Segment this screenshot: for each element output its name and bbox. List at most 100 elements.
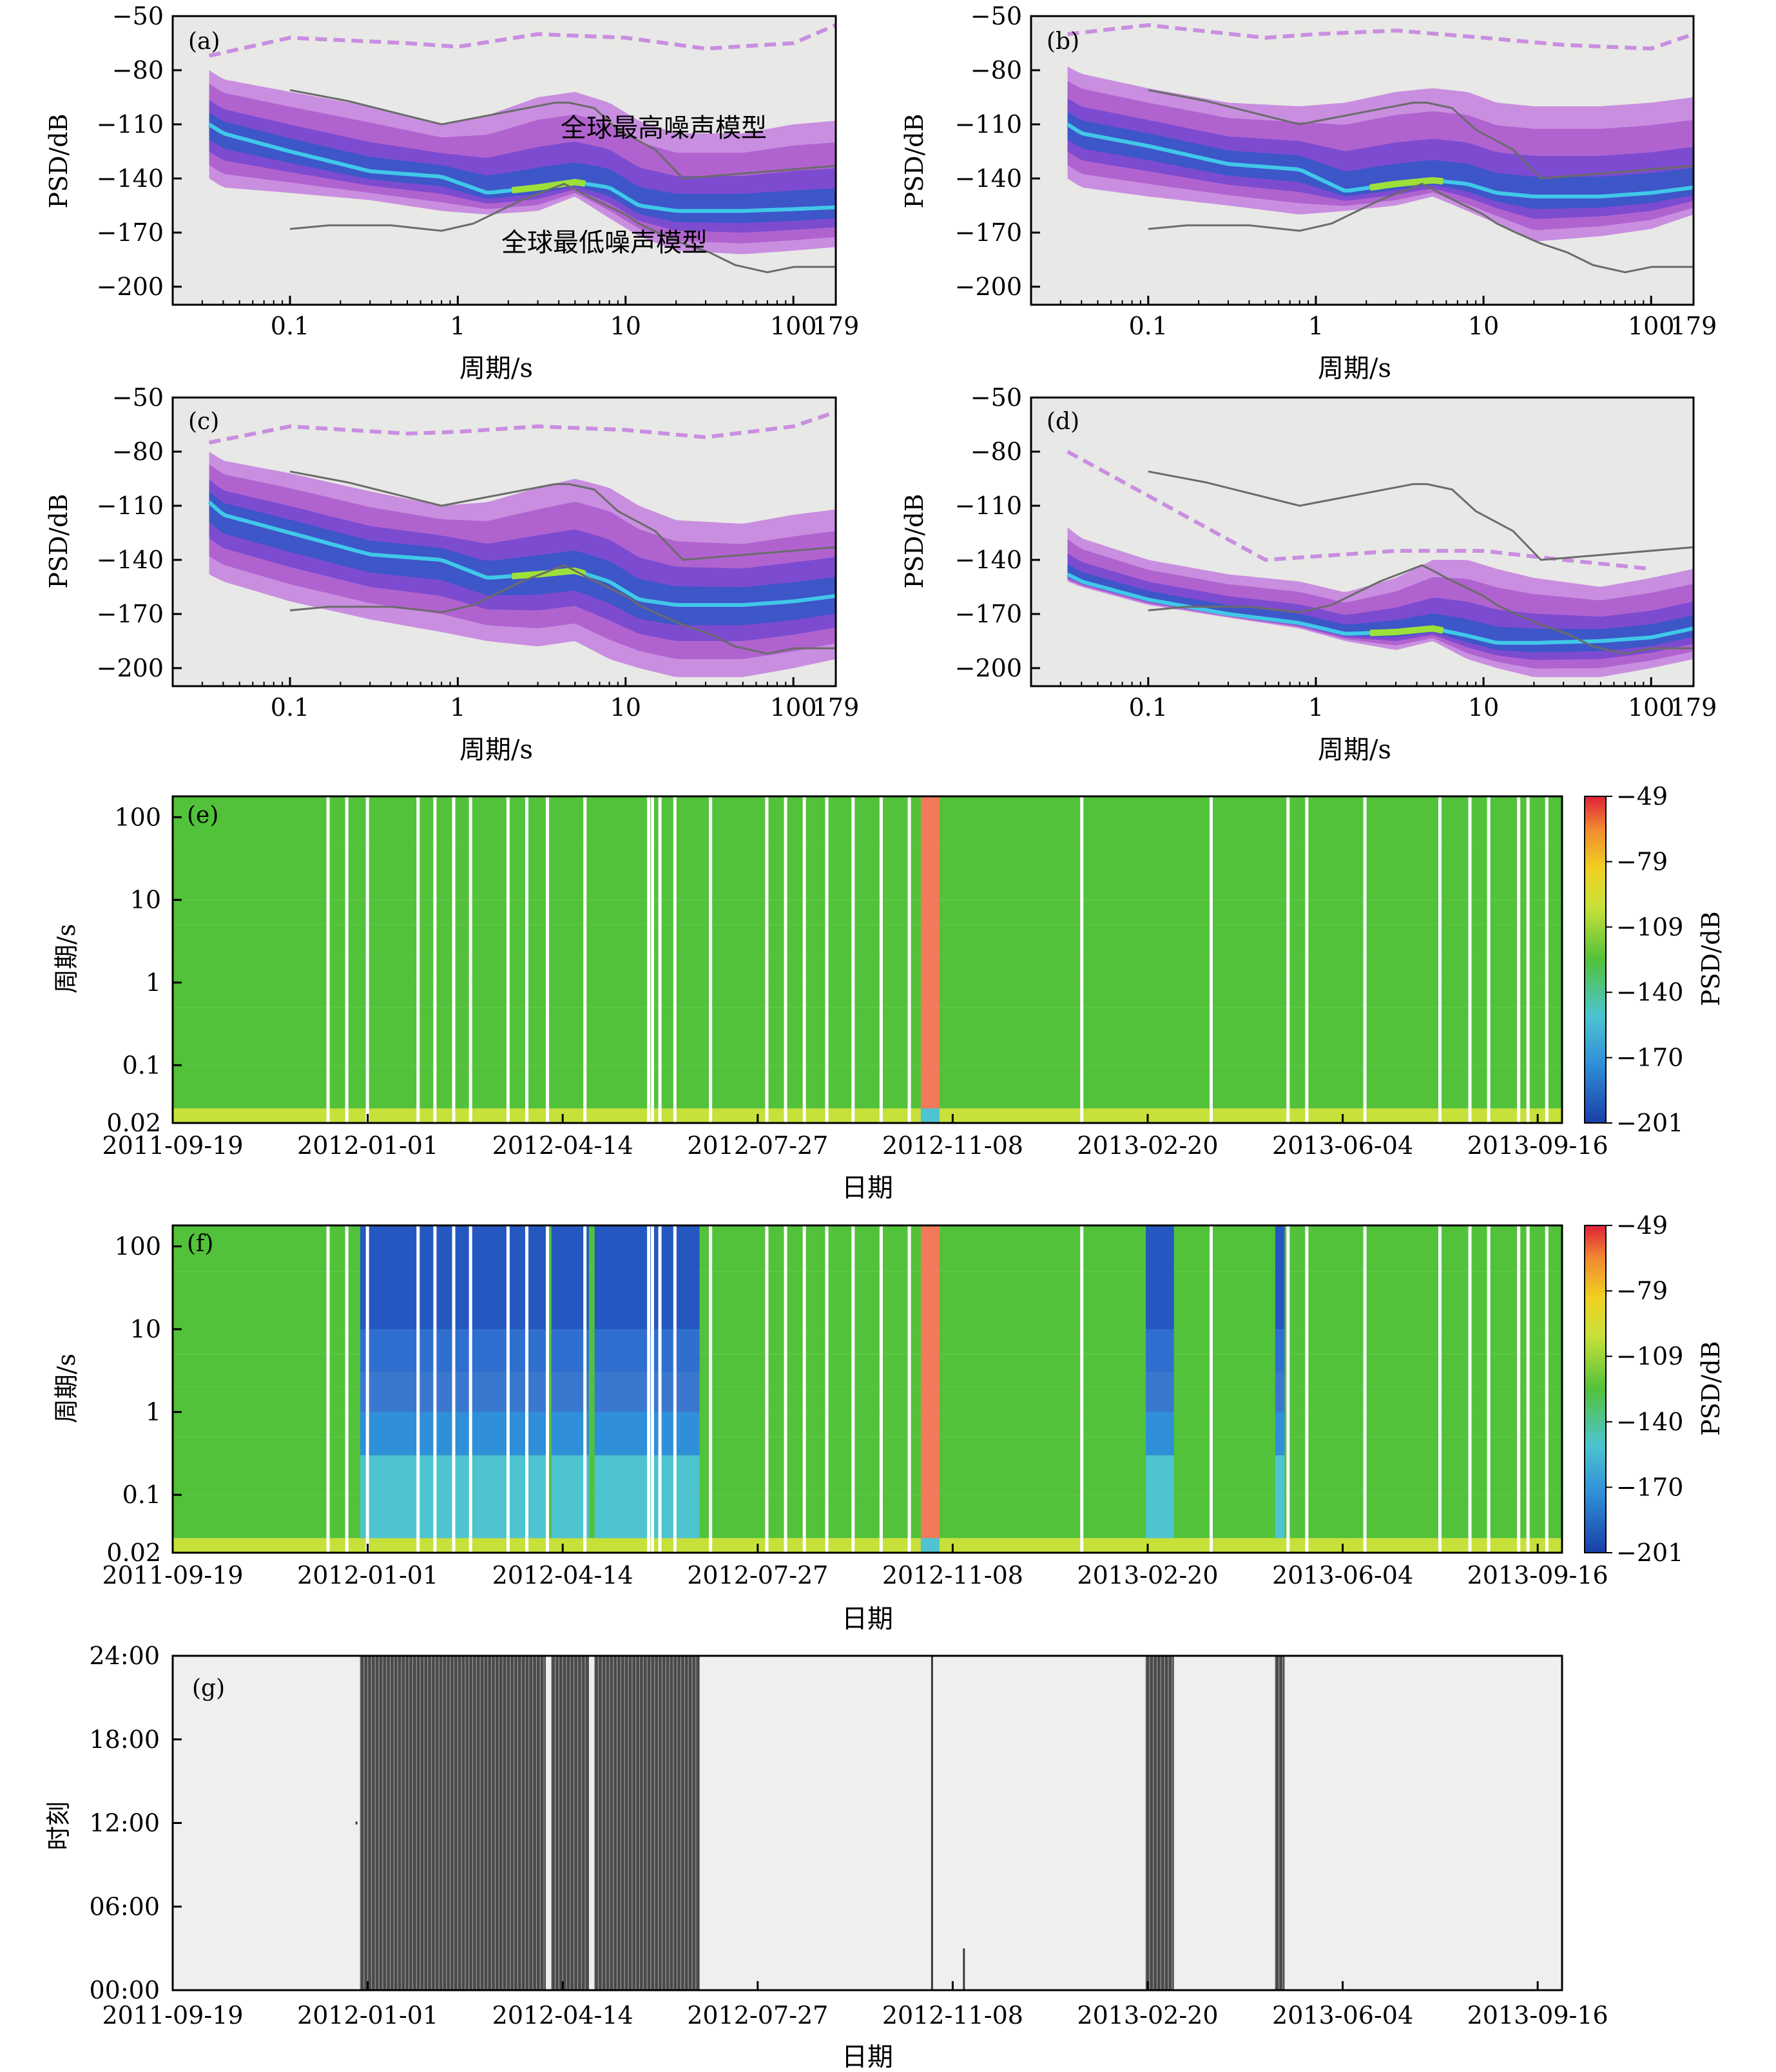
x-tick-label: 1 [1308,693,1324,722]
density-band-core [1067,564,1694,653]
density-band-core [209,112,836,224]
spectrogram-band [173,1007,1562,1066]
x-tick-label: 1 [450,312,465,340]
data-gap [365,1225,369,1553]
outlier-trace [1067,450,1652,571]
y-tick-label: 0.1 [122,1051,161,1079]
data-gap [326,796,330,1123]
y-tick-label: −170 [97,218,164,247]
data-gap [326,1225,330,1553]
x-tick-label: 100 [1628,312,1675,340]
y-tick-label: −110 [97,110,164,139]
panel-label: (a) [188,28,220,55]
y-tick-label: 00:00 [89,1976,160,2004]
y-tick-label: −110 [955,492,1022,520]
y-tick-label: −80 [970,56,1022,84]
colorbar-label: PSD/dB [1697,911,1725,1006]
y-tick-label: −200 [955,654,1022,682]
data-gap [802,1225,806,1553]
low-noise-block [551,1329,589,1373]
colorbar-tick-label: −79 [1616,1277,1668,1305]
x-tick-label: 2012-04-14 [492,2001,633,2029]
x-tick-label: 1 [1308,312,1324,340]
data-gap [1517,796,1521,1123]
colorbar-tick-label: −49 [1616,1211,1668,1240]
y-tick-label: −50 [112,2,164,30]
nhnm-line [289,89,836,180]
data-gap [673,796,677,1123]
outlier-trace [209,410,836,445]
data-gap [658,796,662,1123]
x-tick-label: 2013-06-04 [1272,1131,1413,1160]
x-tick-label: 2013-09-16 [1467,1131,1608,1160]
x-tick-label: 2012-04-14 [492,1561,633,1589]
x-axis-label: 周期/s [459,735,533,765]
data-gap [907,796,911,1123]
density-band-core [209,491,836,626]
x-tick-label: 179 [813,693,860,722]
y-axis-label: PSD/dB [900,494,929,588]
data-gap [1080,796,1084,1123]
y-axis-label: 时刻 [44,1801,73,1850]
y-tick-label: −110 [97,492,164,520]
low-noise-block [1275,1329,1285,1373]
y-tick-label: 1 [146,1398,161,1426]
x-tick-label: 2012-01-01 [297,1561,438,1589]
x-tick-label: 10 [1468,693,1499,722]
colorbar-tick-label: −140 [1616,978,1683,1006]
x-axis-label: 周期/s [1318,735,1391,765]
y-axis-label: PSD/dB [900,113,929,208]
x-tick-label: 2012-01-01 [297,1131,438,1160]
plot-frame [1030,15,1695,306]
low-noise-block [1275,1225,1285,1330]
data-gap [1487,796,1491,1123]
data-gap [416,796,420,1123]
y-tick-label: 0.02 [106,1109,161,1137]
data-gap [468,796,472,1123]
anomaly-band [920,796,940,1123]
anomaly-band-base [920,1108,940,1123]
mode-peak-highlight [512,178,586,194]
y-tick-label: −140 [955,164,1022,193]
y-tick-label: −50 [970,383,1022,412]
data-gap [345,1225,349,1553]
x-tick-label: 2012-11-08 [882,1561,1023,1589]
low-noise-block [551,1225,589,1330]
y-tick-label: −50 [970,2,1022,30]
outlier-trace [208,23,837,58]
data-gap [1438,1225,1442,1553]
data-gap [673,1225,677,1553]
y-tick-label: −170 [955,600,1022,628]
x-tick-label: 10 [1468,312,1499,340]
data-gap [1209,796,1213,1123]
colorbar-tick-label: −109 [1616,913,1683,941]
y-tick-label: −140 [97,164,164,193]
data-gap [365,796,369,1123]
data-gap [1468,1225,1472,1553]
x-tick-label: 100 [770,693,817,722]
data-gap [1080,1225,1084,1553]
x-axis-label: 日期 [842,2042,893,2072]
mode-peak-highlight [1369,177,1443,191]
x-axis-label: 周期/s [459,354,533,383]
density-band-core [1067,111,1694,209]
x-tick-label: 2012-01-01 [297,2001,438,2029]
x-tick-label: 2011-09-19 [102,1561,243,1589]
y-tick-label: 12:00 [89,1809,160,1837]
y-tick-label: 1 [146,968,161,997]
colorbar-tick-label: −201 [1616,1539,1683,1567]
x-tick-label: 2011-09-19 [102,1131,243,1160]
data-gap [452,1225,456,1553]
data-gap [345,796,349,1123]
low-noise-block [1275,1455,1285,1539]
spectrogram-band [173,842,1562,900]
plot-frame [171,15,837,306]
y-tick-label: 0.1 [122,1481,161,1509]
plot-frame [171,396,837,687]
spectrogram-band [173,957,1562,983]
y-tick-label: −200 [97,654,164,682]
